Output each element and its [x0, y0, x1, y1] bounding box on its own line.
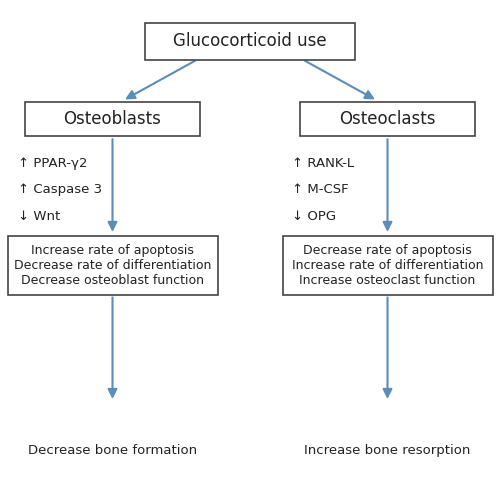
FancyBboxPatch shape: [25, 102, 200, 136]
Text: ↑ M-CSF: ↑ M-CSF: [292, 184, 349, 196]
FancyBboxPatch shape: [145, 23, 355, 59]
Text: ↑ PPAR-γ2: ↑ PPAR-γ2: [18, 157, 87, 169]
Text: ↓ OPG: ↓ OPG: [292, 210, 337, 223]
Text: Decrease bone formation: Decrease bone formation: [28, 444, 197, 457]
FancyBboxPatch shape: [8, 236, 218, 295]
Text: ↑ Caspase 3: ↑ Caspase 3: [18, 184, 102, 196]
FancyBboxPatch shape: [282, 236, 492, 295]
Text: ↑ RANK-L: ↑ RANK-L: [292, 157, 354, 169]
Text: Increase bone resorption: Increase bone resorption: [304, 444, 470, 457]
Text: ↓ Wnt: ↓ Wnt: [18, 210, 60, 223]
Text: Increase rate of apoptosis
Decrease rate of differentiation
Decrease osteoblast : Increase rate of apoptosis Decrease rate…: [14, 244, 211, 287]
Text: Decrease rate of apoptosis
Increase rate of differentiation
Increase osteoclast : Decrease rate of apoptosis Increase rate…: [292, 244, 483, 287]
Text: Osteoblasts: Osteoblasts: [64, 111, 162, 128]
Text: Glucocorticoid use: Glucocorticoid use: [173, 33, 327, 50]
Text: Osteoclasts: Osteoclasts: [339, 111, 436, 128]
FancyBboxPatch shape: [300, 102, 475, 136]
